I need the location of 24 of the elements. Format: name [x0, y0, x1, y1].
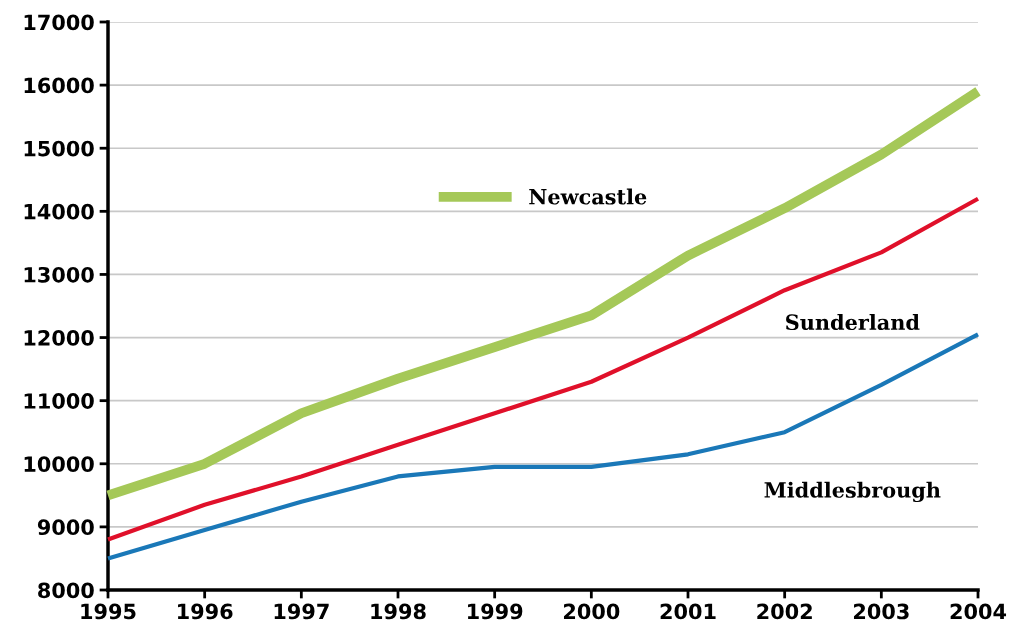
y-tick-label: 17000: [24, 14, 94, 31]
x-tick-label: 1995: [81, 603, 136, 620]
y-tick-label: 9000: [37, 519, 94, 536]
x-tick-label: 2002: [757, 603, 812, 620]
y-tick-label: 8000: [38, 582, 94, 599]
y-tick-label: 12000: [24, 330, 94, 346]
y-tick-label: 16000: [24, 77, 94, 94]
x-tick-label: 1999: [468, 603, 523, 620]
series-label: Sunderland: [786, 313, 920, 331]
y-tick-label: 15000: [24, 140, 94, 157]
x-tick-label: 2004: [950, 603, 1007, 620]
x-tick-label: 1996: [178, 603, 233, 620]
y-tick-label: 10000: [24, 456, 94, 472]
x-tick-label: 1998: [371, 603, 426, 620]
text: Middlesbrough: [764, 481, 941, 503]
y-tick-label: 13000: [24, 266, 94, 283]
y-tick-label: 11000: [24, 393, 94, 409]
y-tick-label: 14000: [24, 203, 94, 220]
x-tick-label: 2001: [660, 603, 716, 620]
x-tick-label: 2000: [563, 603, 620, 620]
line-series: [105, 332, 981, 561]
x-tick-label: 2003: [853, 603, 909, 620]
legend-label: Newcastle: [529, 188, 647, 205]
x-tick-label: 1997: [274, 603, 329, 620]
